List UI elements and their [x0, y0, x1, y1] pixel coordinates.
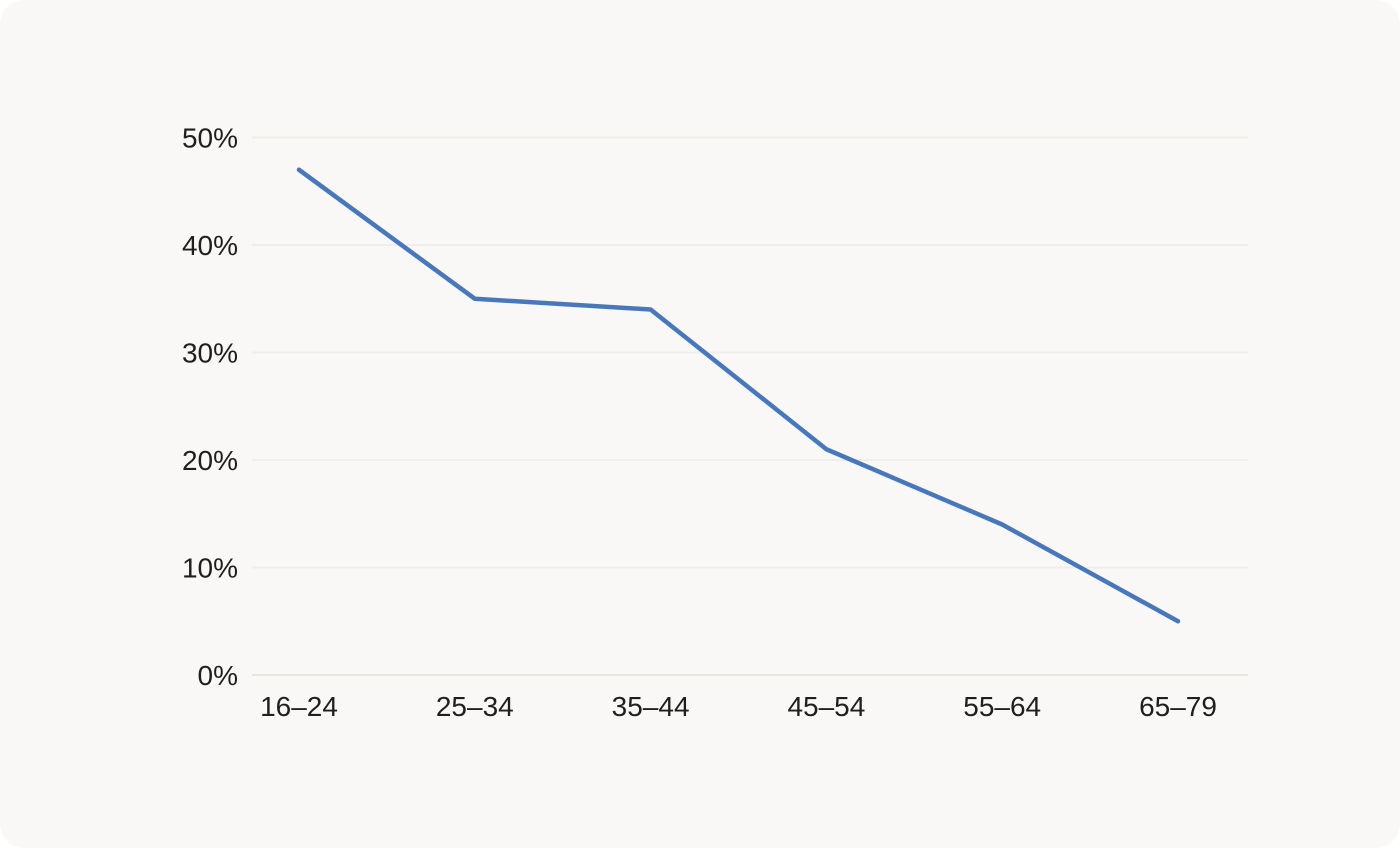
data-line: [296, 167, 1181, 624]
x-axis-tick-label: 55–64: [963, 691, 1041, 722]
x-axis-tick-label: 35–44: [612, 691, 690, 722]
x-axis-tick-label: 25–34: [436, 691, 514, 722]
y-axis-tick-label: 30%: [182, 337, 238, 368]
x-axis-tick-label: 65–79: [1139, 691, 1217, 722]
y-axis-tick-label: 0%: [198, 660, 238, 691]
x-axis-tick-label: 16–24: [260, 691, 338, 722]
y-axis-tick-label: 10%: [182, 552, 238, 583]
x-axis-tick-label: 45–54: [787, 691, 865, 722]
y-axis-tick-label: 20%: [182, 445, 238, 476]
y-axis-tick-label: 50%: [182, 122, 238, 153]
y-axis-tick-label: 40%: [182, 230, 238, 261]
